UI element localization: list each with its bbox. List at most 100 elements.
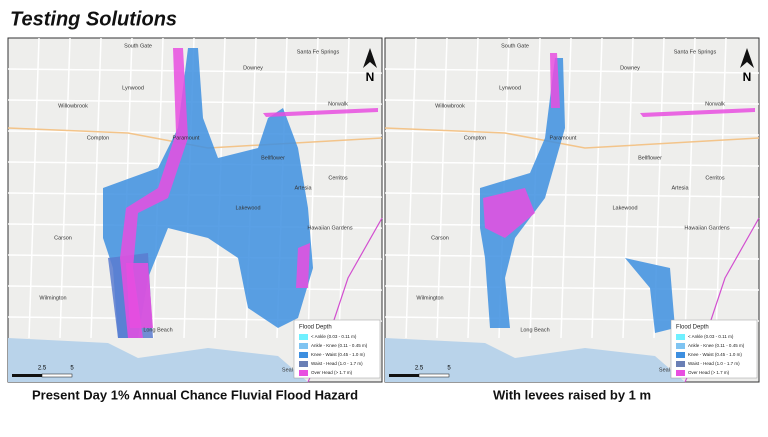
slide-title: Testing Solutions [10,8,177,30]
place-label: Willowbrook [58,103,88,109]
place-label: Downey [243,65,263,71]
place-label: Santa Fe Springs [674,49,717,55]
place-label: Long Beach [520,327,549,333]
legend-item: Waist - Head (1.0 - 1.7 m) [311,361,363,366]
road [307,37,319,339]
road [384,68,760,74]
place-label: Artesia [671,185,689,191]
legend-item: Ankle - Knee (0.11 - 0.45 m) [311,343,368,348]
road [384,161,760,167]
legend-item: Over Head (> 1.7 m) [688,370,730,375]
legend-swatch [676,343,685,349]
scale-label: 5 [447,366,451,372]
place-label: Lakewood [235,205,260,211]
road [384,99,760,105]
place-label: Artesia [294,185,312,191]
legend-swatch [676,352,685,358]
place-label: South Gate [124,43,152,49]
road [384,130,760,136]
flood-area [120,48,188,338]
place-label: Norwalk [328,101,348,107]
north-arrow [363,48,377,68]
flood-area [263,108,378,117]
scale-label: 2.5 [38,366,47,372]
road [7,254,383,260]
legend: Flood Depth < Ankle (0.03 - 0.11 m) Ankle … [670,319,758,379]
north-label: N [366,70,375,84]
road [405,37,417,339]
place-label: Long Beach [143,327,172,333]
place-label: Norwalk [705,101,725,107]
place-label: South Gate [501,43,529,49]
place-label: Carson [431,235,449,241]
road [59,37,71,339]
place-label: Compton [87,135,109,141]
place-label: Wilmington [416,295,443,301]
legend-swatch [299,370,308,376]
road [384,223,760,229]
flood-area [625,258,675,333]
place-label: Paramount [550,135,577,141]
legend: Flood Depth < Ankle (0.03 - 0.11 m) Ankle … [293,319,381,379]
legend-swatch [299,334,308,340]
road [384,192,760,198]
place-label: Lakewood [612,205,637,211]
place-label: Bellflower [261,155,285,161]
place-label: Bellflower [638,155,662,161]
legend-box [670,319,758,379]
ocean [8,338,308,382]
legend-swatch [299,352,308,358]
place-label: Wilmington [39,295,66,301]
north-arrow [740,48,754,68]
flood-area [296,243,310,288]
place-label: Hawaiian Gardens [307,225,352,231]
scale-label: 5 [70,366,74,372]
legend-item: Waist - Head (1.0 - 1.7 m) [688,361,740,366]
road [338,37,350,339]
road [7,285,383,291]
legend-item: Knee - Waist (0.45 - 1.0 m) [688,352,742,357]
place-label: Downey [620,65,640,71]
flood-area [640,108,755,117]
flood-area [483,188,535,238]
legend-swatch [676,370,685,376]
road [384,285,760,291]
road [436,37,448,339]
place-label: Cerritos [705,175,725,181]
scale-label: 2.5 [415,366,424,372]
place-label: Compton [464,135,486,141]
place-label: Lynwood [499,85,521,91]
place-label: Willowbrook [435,103,465,109]
flood-area [550,53,560,108]
place-label: Cerritos [328,175,348,181]
flood-area [126,263,153,328]
north-label: N [743,70,752,84]
legend-swatch [676,334,685,340]
place-label: Paramount [173,135,200,141]
legend-title: Flood Depth [676,325,709,331]
legend-swatch [299,361,308,367]
map: South Gate Downey Santa Fe Springs Lynwood W… [384,37,760,383]
place-label: Santa Fe Springs [297,49,340,55]
legend-item: < Ankle (0.03 - 0.11 m) [688,334,734,339]
scale-bar [41,373,73,378]
place-label: Lynwood [122,85,144,91]
legend-item: Over Head (> 1.7 m) [311,370,353,375]
scale-bar [418,373,450,378]
ocean [385,338,685,382]
legend-swatch [676,361,685,367]
road [467,37,479,339]
flood-area [103,48,313,338]
place-label: Hawaiian Gardens [684,225,729,231]
legend-title: Flood Depth [299,325,332,331]
legend-box [293,319,381,379]
legend-item: Knee - Waist (0.45 - 1.0 m) [311,352,365,357]
road [715,37,727,339]
map-caption: Present Day 1% Annual Chance Fluvial Flo… [32,387,358,402]
road [28,37,40,339]
map-caption: With levees raised by 1 m [493,387,651,402]
legend-item: Ankle - Knee (0.11 - 0.45 m) [688,343,745,348]
road [90,37,102,339]
legend-swatch [299,343,308,349]
